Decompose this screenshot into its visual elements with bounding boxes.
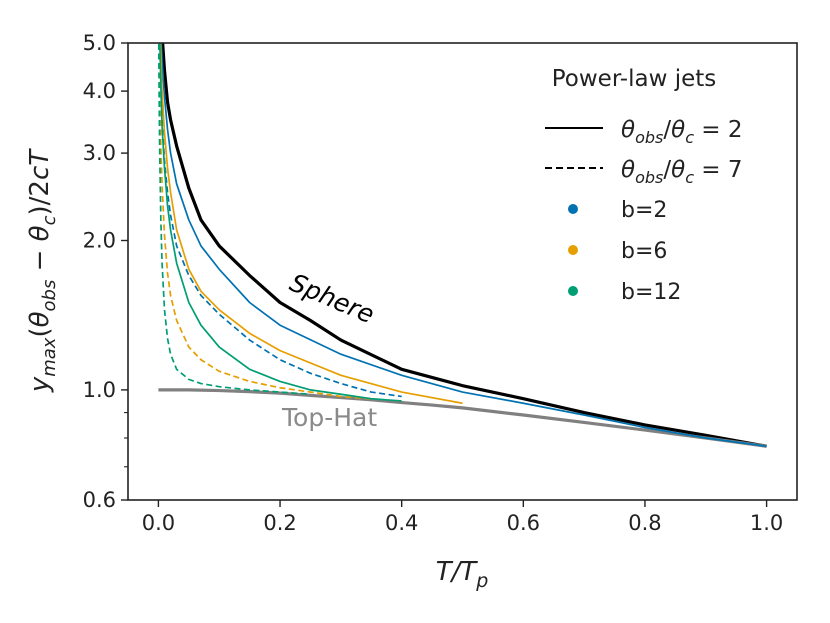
x-axis-label: T/Tp: [436, 557, 489, 592]
y-tick-label: 0.6: [83, 488, 116, 512]
legend-b2-dot: [568, 204, 578, 214]
legend-entry-solid: θobs/θc = 2: [621, 117, 743, 147]
series-line: [158, 43, 402, 398]
series-layer: [157, 43, 767, 448]
legend-b12-dot: [568, 286, 578, 296]
y-axis-label: ymax(θobs − θc)/2cT: [25, 148, 60, 393]
series-line: [161, 43, 767, 448]
y-tick-label: 3.0: [83, 141, 116, 165]
legend-title: Power-law jets: [552, 66, 717, 92]
x-tick-label: 0.2: [263, 511, 296, 535]
x-tick-label: 0.0: [142, 511, 175, 535]
legend-entry-b6: b=6: [621, 239, 667, 264]
series-line: [158, 43, 372, 400]
y-tick-label: 1.0: [83, 378, 116, 402]
series-line: [158, 43, 402, 402]
x-tick-label: 0.8: [628, 511, 661, 535]
x-tick-label: 1.0: [750, 511, 783, 535]
legend-entry-b12: b=12: [621, 280, 681, 305]
legend: Power-law jets θobs/θc = 2 θobs/θc = 7 b…: [545, 66, 743, 305]
y-axis: 0.6 1.0 2.0 3.0 4.0 5.0: [83, 31, 128, 512]
legend-b6-dot: [568, 245, 578, 255]
x-tick-label: 0.6: [507, 511, 540, 535]
y-tick-label: 4.0: [83, 79, 116, 103]
y-tick-label: 5.0: [83, 31, 116, 55]
series-line: [157, 43, 311, 396]
series-line: [160, 43, 767, 448]
legend-entry-b2: b=2: [621, 198, 667, 223]
annotation-top-hat: Top-Hat: [281, 403, 377, 432]
legend-entry-dashed: θobs/θc = 7: [621, 157, 743, 187]
annotation-sphere: Sphere: [286, 268, 379, 329]
y-tick-label: 2.0: [83, 228, 116, 252]
plot-frame: [127, 42, 798, 501]
x-axis: 0.0 0.2 0.4 0.6 0.8 1.0: [142, 500, 783, 535]
series-line: [158, 388, 767, 448]
series-line: [159, 43, 463, 405]
x-tick-label: 0.4: [385, 511, 418, 535]
